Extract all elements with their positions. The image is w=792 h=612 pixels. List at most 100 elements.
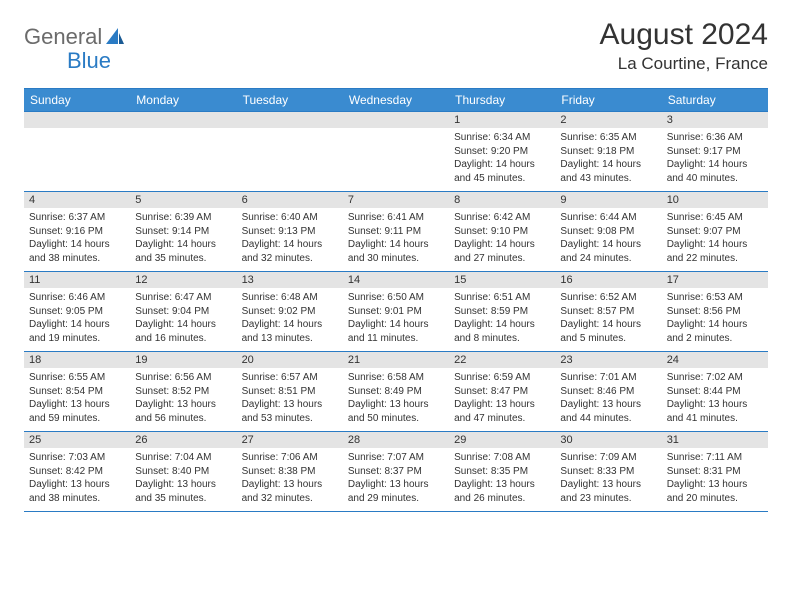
day-line: Sunrise: 6:56 AM: [135, 371, 231, 385]
day-cell: 17Sunrise: 6:53 AMSunset: 8:56 PMDayligh…: [662, 272, 768, 352]
location: La Courtine, France: [600, 54, 768, 74]
day-line: Daylight: 14 hours: [242, 318, 338, 332]
day-line: Sunrise: 6:53 AM: [667, 291, 763, 305]
day-number: 30: [555, 432, 661, 448]
day-line: Daylight: 13 hours: [135, 478, 231, 492]
day-line: Daylight: 14 hours: [560, 318, 656, 332]
day-number: 23: [555, 352, 661, 368]
day-number: 7: [343, 192, 449, 208]
logo-text-general: General: [24, 24, 102, 50]
day-content: Sunrise: 7:04 AMSunset: 8:40 PMDaylight:…: [130, 448, 236, 511]
day-line: Daylight: 14 hours: [348, 238, 444, 252]
day-cell: 28Sunrise: 7:07 AMSunset: 8:37 PMDayligh…: [343, 432, 449, 512]
day-line: and 35 minutes.: [135, 492, 231, 506]
day-line: and 32 minutes.: [242, 492, 338, 506]
day-line: and 53 minutes.: [242, 412, 338, 426]
day-line: Sunset: 9:11 PM: [348, 225, 444, 239]
day-line: and 19 minutes.: [29, 332, 125, 346]
day-line: Sunset: 8:57 PM: [560, 305, 656, 319]
calendar-table: SundayMondayTuesdayWednesdayThursdayFrid…: [24, 88, 768, 512]
day-content: Sunrise: 6:45 AMSunset: 9:07 PMDaylight:…: [662, 208, 768, 271]
day-content: Sunrise: 6:41 AMSunset: 9:11 PMDaylight:…: [343, 208, 449, 271]
day-line: and 8 minutes.: [454, 332, 550, 346]
day-line: and 22 minutes.: [667, 252, 763, 266]
day-content: Sunrise: 7:11 AMSunset: 8:31 PMDaylight:…: [662, 448, 768, 511]
day-cell: 19Sunrise: 6:56 AMSunset: 8:52 PMDayligh…: [130, 352, 236, 432]
day-line: and 44 minutes.: [560, 412, 656, 426]
day-line: Sunrise: 6:35 AM: [560, 131, 656, 145]
day-cell: [130, 112, 236, 192]
day-cell: 6Sunrise: 6:40 AMSunset: 9:13 PMDaylight…: [237, 192, 343, 272]
day-line: and 23 minutes.: [560, 492, 656, 506]
day-content: Sunrise: 6:52 AMSunset: 8:57 PMDaylight:…: [555, 288, 661, 351]
sail-icon: [105, 27, 125, 50]
day-cell: [24, 112, 130, 192]
day-cell: 7Sunrise: 6:41 AMSunset: 9:11 PMDaylight…: [343, 192, 449, 272]
day-line: Daylight: 14 hours: [560, 158, 656, 172]
day-content: Sunrise: 6:57 AMSunset: 8:51 PMDaylight:…: [237, 368, 343, 431]
day-line: Daylight: 14 hours: [135, 318, 231, 332]
day-line: Sunset: 9:08 PM: [560, 225, 656, 239]
day-content: Sunrise: 7:03 AMSunset: 8:42 PMDaylight:…: [24, 448, 130, 511]
day-cell: 11Sunrise: 6:46 AMSunset: 9:05 PMDayligh…: [24, 272, 130, 352]
day-line: Daylight: 13 hours: [454, 478, 550, 492]
day-line: and 59 minutes.: [29, 412, 125, 426]
weeks-body: 1Sunrise: 6:34 AMSunset: 9:20 PMDaylight…: [24, 112, 768, 512]
day-number-empty: [343, 112, 449, 128]
day-line: Daylight: 14 hours: [242, 238, 338, 252]
day-line: Sunset: 8:44 PM: [667, 385, 763, 399]
day-number: 18: [24, 352, 130, 368]
title-block: August 2024 La Courtine, France: [600, 18, 768, 74]
day-line: Sunset: 8:59 PM: [454, 305, 550, 319]
day-line: Sunrise: 7:01 AM: [560, 371, 656, 385]
day-cell: 8Sunrise: 6:42 AMSunset: 9:10 PMDaylight…: [449, 192, 555, 272]
day-line: Sunrise: 7:07 AM: [348, 451, 444, 465]
day-line: Daylight: 14 hours: [667, 318, 763, 332]
day-line: Sunset: 9:05 PM: [29, 305, 125, 319]
day-number: 14: [343, 272, 449, 288]
day-cell: 13Sunrise: 6:48 AMSunset: 9:02 PMDayligh…: [237, 272, 343, 352]
day-number: 21: [343, 352, 449, 368]
day-line: Daylight: 14 hours: [560, 238, 656, 252]
day-content: Sunrise: 6:58 AMSunset: 8:49 PMDaylight:…: [343, 368, 449, 431]
day-number-empty: [237, 112, 343, 128]
day-line: Sunset: 8:46 PM: [560, 385, 656, 399]
day-content: Sunrise: 6:53 AMSunset: 8:56 PMDaylight:…: [662, 288, 768, 351]
day-line: Sunset: 8:54 PM: [29, 385, 125, 399]
week-row: 25Sunrise: 7:03 AMSunset: 8:42 PMDayligh…: [24, 432, 768, 512]
day-content: Sunrise: 6:39 AMSunset: 9:14 PMDaylight:…: [130, 208, 236, 271]
day-line: Daylight: 13 hours: [560, 478, 656, 492]
day-number: 17: [662, 272, 768, 288]
day-line: Sunrise: 6:45 AM: [667, 211, 763, 225]
day-cell: 31Sunrise: 7:11 AMSunset: 8:31 PMDayligh…: [662, 432, 768, 512]
day-content: Sunrise: 6:40 AMSunset: 9:13 PMDaylight:…: [237, 208, 343, 271]
day-cell: 18Sunrise: 6:55 AMSunset: 8:54 PMDayligh…: [24, 352, 130, 432]
day-line: and 35 minutes.: [135, 252, 231, 266]
dow-header: Tuesday: [237, 89, 343, 112]
day-cell: 23Sunrise: 7:01 AMSunset: 8:46 PMDayligh…: [555, 352, 661, 432]
day-line: and 38 minutes.: [29, 492, 125, 506]
day-line: Sunrise: 6:58 AM: [348, 371, 444, 385]
day-number: 1: [449, 112, 555, 128]
day-line: and 50 minutes.: [348, 412, 444, 426]
day-line: Sunrise: 7:02 AM: [667, 371, 763, 385]
day-line: Sunrise: 6:34 AM: [454, 131, 550, 145]
week-row: 11Sunrise: 6:46 AMSunset: 9:05 PMDayligh…: [24, 272, 768, 352]
day-line: Sunset: 9:14 PM: [135, 225, 231, 239]
day-line: and 47 minutes.: [454, 412, 550, 426]
day-line: Daylight: 14 hours: [454, 238, 550, 252]
day-line: Sunrise: 7:06 AM: [242, 451, 338, 465]
day-line: Daylight: 14 hours: [135, 238, 231, 252]
week-row: 4Sunrise: 6:37 AMSunset: 9:16 PMDaylight…: [24, 192, 768, 272]
day-line: Sunrise: 6:59 AM: [454, 371, 550, 385]
dow-header: Wednesday: [343, 89, 449, 112]
day-line: Sunset: 8:33 PM: [560, 465, 656, 479]
day-number: 4: [24, 192, 130, 208]
day-line: Sunset: 8:56 PM: [667, 305, 763, 319]
day-line: Sunrise: 7:04 AM: [135, 451, 231, 465]
day-line: Sunset: 8:31 PM: [667, 465, 763, 479]
day-content: Sunrise: 6:35 AMSunset: 9:18 PMDaylight:…: [555, 128, 661, 191]
day-line: Daylight: 14 hours: [29, 238, 125, 252]
day-line: and 29 minutes.: [348, 492, 444, 506]
day-line: and 41 minutes.: [667, 412, 763, 426]
